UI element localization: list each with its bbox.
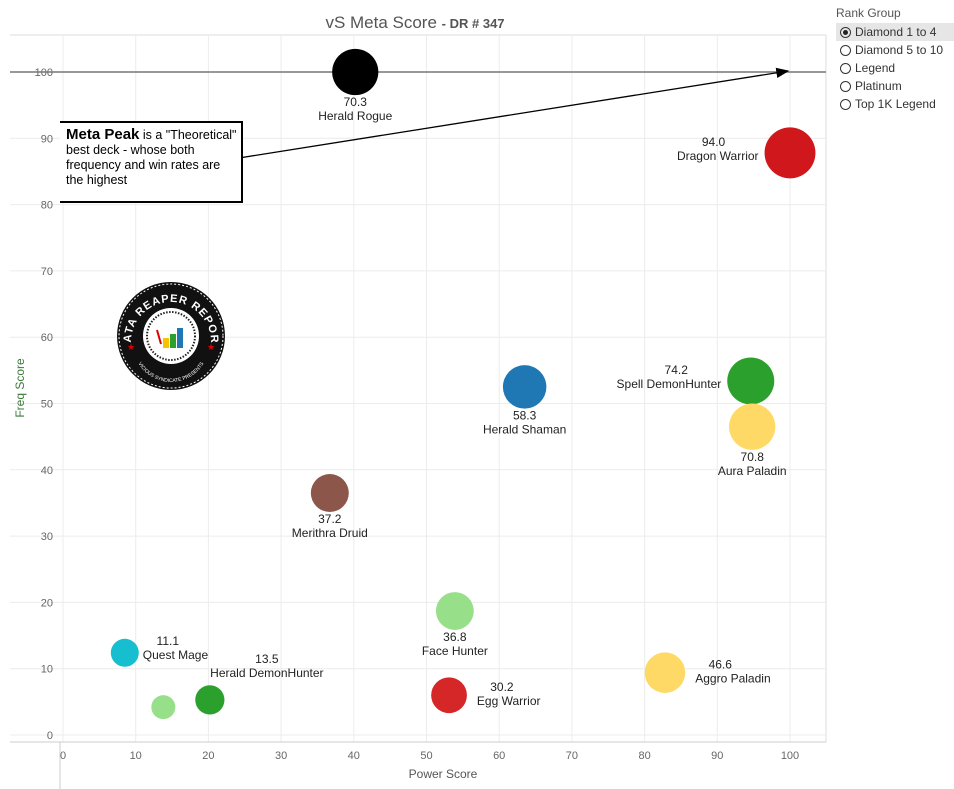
- point-score: 13.5: [255, 652, 279, 666]
- point-label: Merithra Druid: [292, 526, 368, 540]
- meta-peak-annotation: Meta Peak is a "Theoretical" best deck -…: [60, 121, 243, 203]
- bubble-quest-mage: [110, 638, 139, 667]
- grid: [10, 34, 827, 742]
- x-tick-label: 50: [420, 750, 432, 762]
- filter-title: Rank Group: [836, 6, 901, 20]
- rank-option-platinum[interactable]: Platinum: [836, 77, 954, 95]
- y-tick-label: 80: [41, 200, 53, 212]
- bubble-dragon-warrior: [764, 127, 816, 179]
- point-score: 70.3: [344, 95, 368, 109]
- x-tick-label: 40: [348, 750, 360, 762]
- radio-icon[interactable]: [840, 44, 851, 56]
- point-score: 36.8: [443, 630, 467, 644]
- axes: 0 10 20 30 40 50 60 70 80 90 100 0 10 20 30 40 50 60 70 80 9…: [10, 67, 826, 789]
- y-tick-label: 20: [41, 597, 53, 609]
- point-score: 74.2: [665, 363, 689, 377]
- rank-option-diamond-1-to-4[interactable]: Diamond 1 to 4: [836, 23, 954, 41]
- option-label: Platinum: [855, 79, 902, 93]
- radio-icon[interactable]: [840, 80, 851, 92]
- option-label: Top 1K Legend: [855, 97, 936, 111]
- y-axis-label: Freq Score: [13, 358, 27, 418]
- bubble-herald-demonhunter: [195, 685, 225, 715]
- x-tick-label: 80: [638, 750, 650, 762]
- bubble-egg-warrior: [431, 677, 467, 714]
- point-score: 46.6: [709, 658, 733, 672]
- point-label: Herald DemonHunter: [210, 666, 323, 680]
- y-tick-label: 10: [41, 664, 53, 676]
- bubble-spell-demonhunter: [727, 357, 775, 405]
- x-tick-label: 60: [493, 750, 505, 762]
- point-label: Aura Paladin: [718, 464, 787, 478]
- annotation-text: is a "Theoretical" best deck - whose bot…: [66, 128, 237, 187]
- annotation-bold: Meta Peak: [66, 126, 140, 143]
- point-label: Face Hunter: [422, 644, 488, 658]
- radio-icon[interactable]: [840, 26, 851, 38]
- point-label: Quest Mage: [143, 648, 209, 662]
- x-tick-label: 90: [711, 750, 723, 762]
- point-score: 94.0: [702, 135, 726, 149]
- point-label: Herald Rogue: [318, 109, 392, 123]
- point-label: Spell DemonHunter: [617, 377, 722, 391]
- rank-option-legend[interactable]: Legend: [836, 59, 954, 77]
- point-label: Dragon Warrior: [677, 149, 759, 163]
- svg-text:★: ★: [127, 342, 135, 352]
- point-score: 37.2: [318, 512, 342, 526]
- point-label: Egg Warrior: [477, 694, 541, 708]
- radio-icon[interactable]: [840, 98, 851, 110]
- bubble-face-hunter: [435, 592, 474, 630]
- y-tick-label: 90: [41, 133, 53, 145]
- point-label: Aggro Paladin: [695, 672, 770, 686]
- point-score: 58.3: [513, 409, 537, 423]
- data-reaper-logo: DATA REAPER REPORT VICIOUS SYNDICATE PRE…: [117, 282, 225, 390]
- y-tick-label: 60: [41, 332, 53, 344]
- bubble-herald-rogue: [332, 48, 379, 96]
- rank-option-top-1k-legend[interactable]: Top 1K Legend: [836, 95, 954, 113]
- y-tick-label: 30: [41, 531, 53, 543]
- y-tick-label: 70: [41, 266, 53, 278]
- bubble-unlabeled: [151, 695, 176, 720]
- y-tick-label: 50: [41, 399, 53, 411]
- x-tick-label: 70: [566, 750, 578, 762]
- chart-title: vS Meta Score - DR # 347: [325, 13, 504, 32]
- bubble-aura-paladin: [729, 403, 776, 450]
- bubble-herald-shaman: [502, 365, 547, 409]
- x-axis-label: Power Score: [409, 767, 478, 781]
- point-label: Herald Shaman: [483, 423, 566, 437]
- x-tick-label: 10: [130, 750, 142, 762]
- option-label: Diamond 5 to 10: [855, 43, 944, 57]
- radio-icon[interactable]: [840, 62, 851, 74]
- x-tick-label: 0: [60, 750, 66, 762]
- rank-option-diamond-5-to-10[interactable]: Diamond 5 to 10: [836, 41, 954, 59]
- y-tick-label: 0: [47, 730, 53, 742]
- option-label: Legend: [855, 61, 896, 75]
- svg-text:★: ★: [207, 342, 215, 352]
- point-score: 30.2: [490, 680, 514, 694]
- x-tick-label: 100: [781, 750, 799, 762]
- x-tick-label: 30: [275, 750, 287, 762]
- bubble-merithra-druid: [310, 474, 349, 512]
- annotation-arrow: [238, 67, 790, 159]
- y-tick-label: 40: [41, 465, 53, 477]
- point-score: 70.8: [741, 450, 765, 464]
- point-score: 11.1: [157, 634, 180, 648]
- x-tick-label: 20: [202, 750, 214, 762]
- option-label: Diamond 1 to 4: [855, 25, 937, 39]
- rank-group-filter: Rank Group Diamond 1 to 4 Diamond 5 to 10…: [836, 6, 954, 113]
- bubble-aggro-paladin: [644, 652, 686, 693]
- y-tick-label: 100: [35, 67, 53, 79]
